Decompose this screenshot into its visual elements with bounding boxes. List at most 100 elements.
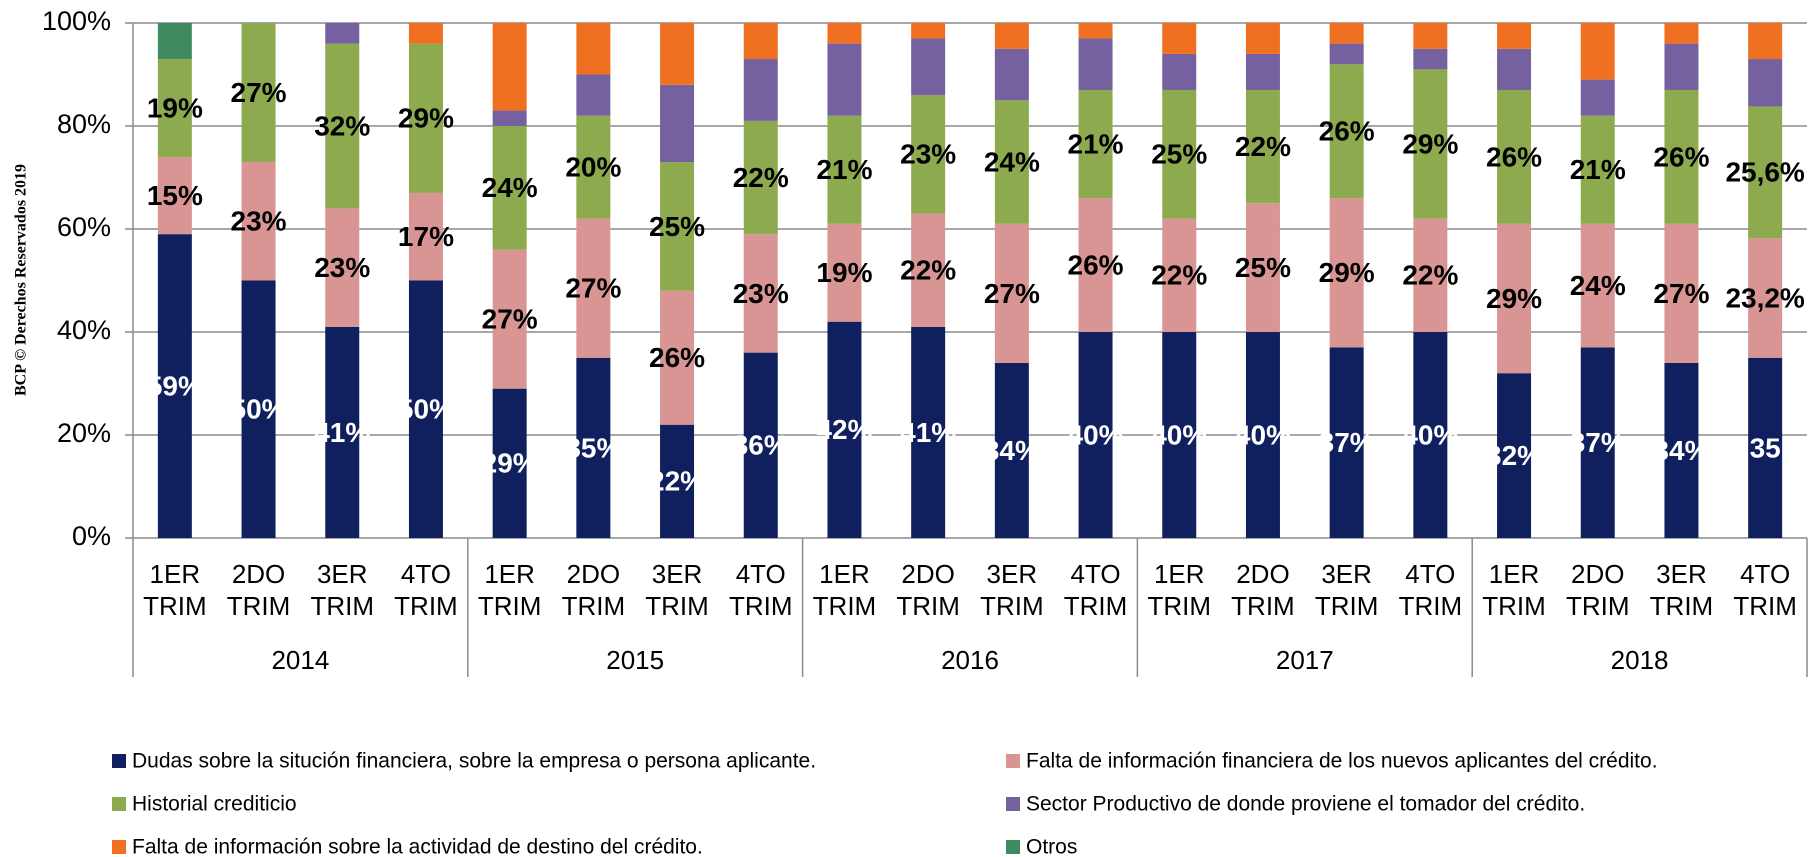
bar-segment [1078,89,1113,199]
data-label: 29% [398,103,454,134]
bar-segment [1580,223,1615,348]
bar-segment [492,388,527,538]
bar-segment [660,424,695,538]
bar-segment [1245,89,1280,204]
x-tick-label: 3ER TRIM [1649,559,1714,621]
data-label: 32% [314,110,370,141]
bar-segment [743,23,778,60]
y-tick-label: 20% [57,418,111,448]
group-label: 2014 [271,645,329,675]
data-label: 21% [816,154,872,185]
x-tick-label: 1ER TRIM [1147,559,1212,621]
x-tick-label: 3ER TRIM [310,559,375,621]
x-tick-label: 4TO TRIM [728,559,793,621]
group-label: 2015 [606,645,664,675]
bar-segment [994,23,1029,49]
x-tick-label: 3ER TRIM [1314,559,1379,621]
bar-segment [241,162,276,281]
data-label: 22% [1151,260,1207,291]
data-label: 40% [1235,419,1291,450]
bar-segment [1413,69,1448,219]
bar-segment [325,43,360,209]
x-tick-label: 2DO TRIM [1231,559,1295,621]
bar-segment [743,234,778,353]
bar-segment [1162,332,1197,538]
legend-label: Historial crediticio [132,793,297,816]
bar-segment [994,223,1029,363]
bar-segment [1329,43,1364,65]
bar-segment [827,321,862,538]
x-tick-label: 2DO TRIM [561,559,626,621]
bar-segment [743,59,778,121]
bar-segment [1497,23,1532,49]
data-label: 25,6% [1725,157,1804,188]
bar-segment [157,234,192,538]
group-label: 2016 [941,645,999,675]
x-tick-label: 2DO TRIM [896,559,960,621]
bar-segment [408,192,443,281]
x-tick-label: 4TO TRIM [1063,559,1128,621]
bar-segment [911,326,946,538]
bar-segment [1078,38,1113,90]
legend-label: Falta de información financiera de los n… [1026,750,1658,773]
data-label: 26% [1319,116,1375,147]
data-label: 26% [1068,249,1124,280]
data-label: 27% [1653,278,1709,309]
data-label: 40% [1068,419,1124,450]
data-label: 23,2% [1725,282,1804,313]
x-tick-label: 3ER TRIM [980,559,1044,621]
bar-segment [1748,106,1783,239]
data-label: 27% [231,77,287,108]
bar-segment [157,23,192,60]
data-label: 24% [1570,270,1626,301]
bar-segment [157,59,192,157]
bar-segment [1413,23,1448,49]
data-label: 22% [900,255,956,286]
bar-segment [660,162,695,291]
data-label: 22% [1402,260,1458,291]
x-tick-label: 4TO TRIM [1733,559,1797,621]
bar-segment [911,38,946,96]
x-tick-label: 3ER TRIM [645,559,709,621]
x-tick-label: 4TO TRIM [1398,559,1463,621]
data-label: 40% [1402,419,1458,450]
bar-segment [1664,362,1699,538]
data-label: 17% [398,221,454,252]
y-tick-label: 80% [57,109,111,139]
group-label: 2017 [1276,645,1334,675]
bar-segment [827,43,862,116]
bar-segment [1078,332,1113,538]
data-label: 25% [1151,139,1207,170]
data-label: 23% [231,206,287,237]
bar-segment [1664,89,1699,224]
bar-segment [1329,64,1364,199]
bar-segment [1245,53,1280,90]
x-tick-label: 2DO TRIM [226,559,291,621]
bar-segment [660,23,695,85]
bar-segment [576,74,611,116]
y-tick-label: 0% [72,521,111,551]
data-label: 15% [147,180,203,211]
data-label: 22% [1235,131,1291,162]
bar-segment [1497,48,1532,90]
bar-segment [408,280,443,538]
bar-segment [1580,347,1615,538]
x-tick-label: 1ER TRIM [812,559,877,621]
bar-segment [827,23,862,44]
y-tick-label: 60% [57,212,111,242]
bar-segment [576,115,611,219]
bar-segment [1245,23,1280,54]
data-label: 37% [1319,427,1375,458]
legend-swatch [1006,840,1020,854]
bar-segment [408,23,443,44]
bar-segment [1497,373,1532,538]
data-label: 41% [314,417,370,448]
data-label: 27% [565,273,621,304]
bar-segment [241,23,276,163]
data-label: 35 [1750,432,1781,463]
bar-segment [827,223,862,322]
bar-segment [1078,198,1113,332]
bar-segment [1748,357,1783,538]
bar-segment [660,290,695,425]
